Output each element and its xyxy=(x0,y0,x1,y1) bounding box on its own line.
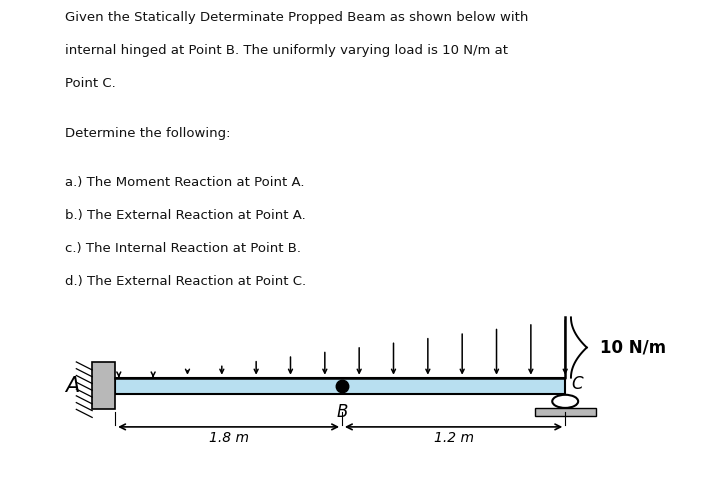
Text: internal hinged at Point B. The uniformly varying load is 10 N/m at: internal hinged at Point B. The uniforml… xyxy=(65,44,508,57)
Text: 1.8 m: 1.8 m xyxy=(209,431,248,445)
Text: 10 N/m: 10 N/m xyxy=(600,338,666,357)
Text: C: C xyxy=(571,375,582,393)
Text: d.) The External Reaction at Point C.: d.) The External Reaction at Point C. xyxy=(65,275,306,288)
Text: a.) The Moment Reaction at Point A.: a.) The Moment Reaction at Point A. xyxy=(65,176,305,189)
Text: b.) The External Reaction at Point A.: b.) The External Reaction at Point A. xyxy=(65,209,305,222)
Text: c.) The Internal Reaction at Point B.: c.) The Internal Reaction at Point B. xyxy=(65,242,301,255)
Text: B: B xyxy=(336,403,348,421)
Text: 1.2 m: 1.2 m xyxy=(433,431,474,445)
Bar xyxy=(534,408,596,416)
Text: Determine the following:: Determine the following: xyxy=(65,127,230,140)
Bar xyxy=(92,362,115,409)
Text: Given the Statically Determinate Propped Beam as shown below with: Given the Statically Determinate Propped… xyxy=(65,11,528,24)
Text: A: A xyxy=(65,376,79,396)
Bar xyxy=(115,378,565,394)
Text: Point C.: Point C. xyxy=(65,77,115,90)
